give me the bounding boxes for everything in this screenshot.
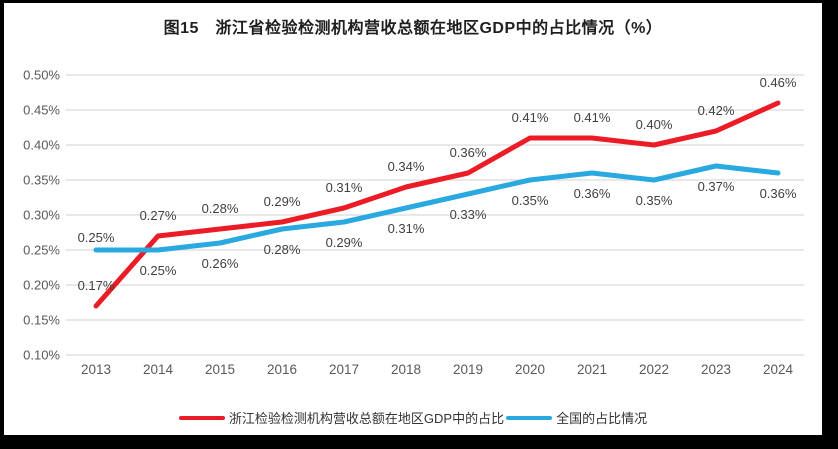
x-axis-tick-label: 2018 bbox=[391, 362, 421, 377]
data-label-series-1: 0.37% bbox=[698, 179, 735, 194]
y-axis-tick-label: 0.30% bbox=[23, 208, 60, 223]
chart-title: 图15 浙江省检验检测机构营收总额在地区GDP中的占比情况（%） bbox=[163, 20, 663, 37]
y-axis-tick-label: 0.10% bbox=[23, 348, 60, 363]
x-axis-tick-label: 2021 bbox=[577, 362, 607, 377]
data-label-series-1: 0.25% bbox=[140, 263, 177, 278]
chart-legend: 浙江检验检测机构营收总额在地区GDP中的占比 全国的占比情况 bbox=[4, 408, 822, 427]
x-axis-tick-label: 2024 bbox=[763, 362, 794, 377]
y-axis-tick-label: 0.25% bbox=[23, 243, 60, 258]
data-label-series-1: 0.31% bbox=[388, 221, 425, 236]
national-line-swatch bbox=[506, 415, 553, 420]
zhejiang-line-swatch bbox=[178, 415, 225, 420]
legend-item-zhejiang: 浙江检验检测机构营收总额在地区GDP中的占比 bbox=[178, 408, 505, 427]
data-label-series-0: 0.36% bbox=[450, 145, 487, 160]
data-label-series-0: 0.46% bbox=[760, 75, 797, 90]
y-axis-tick-label: 0.40% bbox=[23, 138, 60, 153]
data-label-series-0: 0.28% bbox=[202, 201, 239, 216]
data-label-series-1: 0.35% bbox=[512, 193, 549, 208]
data-label-series-0: 0.31% bbox=[326, 180, 363, 195]
y-axis-tick-label: 0.45% bbox=[23, 103, 60, 118]
x-axis-tick-label: 2023 bbox=[701, 362, 731, 377]
y-axis-tick-label: 0.50% bbox=[23, 68, 60, 83]
y-axis-tick-label: 0.35% bbox=[23, 173, 60, 188]
x-axis-tick-label: 2014 bbox=[143, 362, 174, 377]
data-label-series-0: 0.29% bbox=[264, 194, 301, 209]
y-axis-tick-label: 0.15% bbox=[23, 313, 60, 328]
data-label-series-1: 0.29% bbox=[326, 235, 363, 250]
line-chart: 0.50% 0.45% 0.40% 0.35% 0.30% 0.25% 0.20% 0.15%… bbox=[23, 68, 804, 377]
x-axis-tick-label: 2016 bbox=[267, 362, 297, 377]
series-line-1 bbox=[93, 163, 781, 253]
data-label-series-1: 0.35% bbox=[636, 193, 673, 208]
data-label-series-0: 0.17% bbox=[78, 278, 115, 293]
x-axis-tick-label: 2015 bbox=[205, 362, 235, 377]
data-label-series-0: 0.40% bbox=[636, 117, 673, 132]
legend-item-national: 全国的占比情况 bbox=[506, 408, 647, 427]
data-label-series-0: 0.42% bbox=[698, 103, 735, 118]
data-label-series-1: 0.33% bbox=[450, 207, 487, 222]
series-line-0 bbox=[93, 100, 781, 309]
data-label-series-1: 0.26% bbox=[202, 256, 239, 271]
data-label-series-0: 0.41% bbox=[512, 110, 549, 125]
data-label-series-1: 0.25% bbox=[78, 230, 115, 245]
x-axis-tick-label: 2022 bbox=[639, 362, 669, 377]
x-axis-tick-label: 2019 bbox=[453, 362, 483, 377]
x-axis-tick-label: 2020 bbox=[515, 362, 545, 377]
y-axis-tick-label: 0.20% bbox=[23, 278, 60, 293]
chart-container: 图15 浙江省检验检测机构营收总额在地区GDP中的占比情况（%） 0.50% 0.… bbox=[4, 3, 822, 435]
data-label-series-0: 0.34% bbox=[388, 159, 425, 174]
legend-label-national: 全国的占比情况 bbox=[556, 411, 648, 426]
legend-label-zhejiang: 浙江检验检测机构营收总额在地区GDP中的占比 bbox=[228, 411, 505, 426]
data-label-series-1: 0.36% bbox=[574, 186, 611, 201]
data-label-series-1: 0.36% bbox=[760, 186, 797, 201]
x-axis-tick-label: 2013 bbox=[81, 362, 111, 377]
data-label-series-1: 0.28% bbox=[264, 242, 301, 257]
x-axis-tick-label: 2017 bbox=[329, 362, 359, 377]
data-label-series-0: 0.41% bbox=[574, 110, 611, 125]
data-label-series-0: 0.27% bbox=[140, 208, 177, 223]
